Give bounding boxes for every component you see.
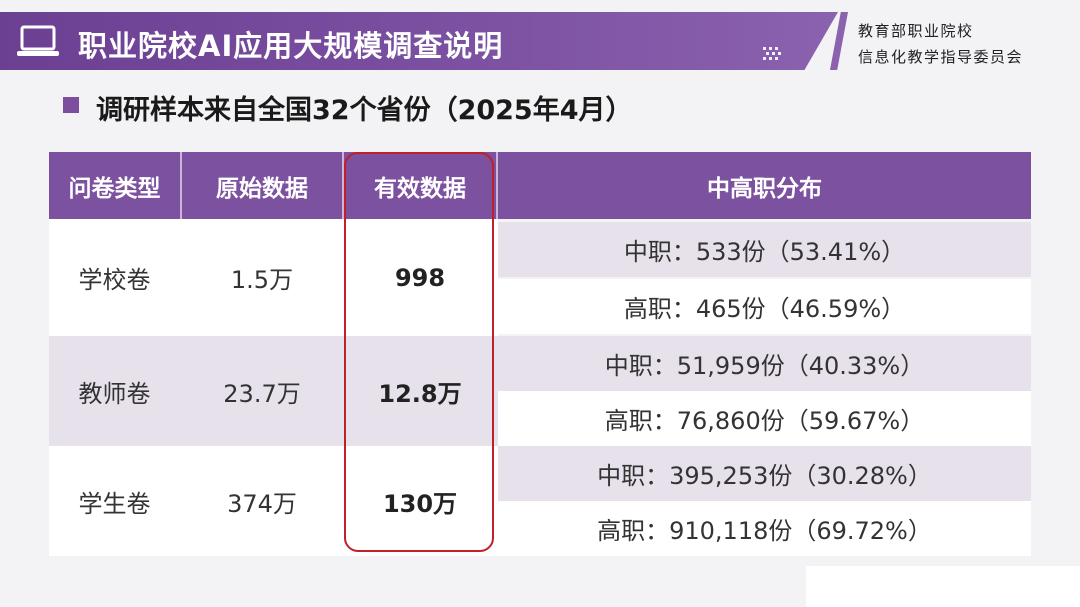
header-valid-data: 有效数据 [344, 152, 496, 219]
corner-blank [806, 566, 1080, 607]
header-raw-data: 原始数据 [182, 152, 342, 219]
table-cell-distribution: 高职：910,118份（69.72%） [498, 501, 1031, 556]
table-cell-raw: 374万 [227, 489, 297, 518]
table-cell-distribution: 高职：76,860份（59.67%） [498, 391, 1031, 446]
bullet-square [63, 97, 79, 113]
row-band-student [49, 446, 498, 556]
dots-icon [763, 47, 781, 60]
table-cell-valid: 998 [394, 263, 446, 292]
row-band-school [49, 219, 498, 336]
header-separator [180, 152, 182, 219]
table-cell-valid: 130万 [382, 489, 458, 518]
section-subtitle: 调研样本来自全国32个省份（2025年4月） [96, 95, 633, 126]
table-cell-distribution: 中职：395,253份（30.28%） [498, 446, 1031, 501]
table-cell-distribution: 中职：533份（53.41%） [498, 222, 1031, 277]
table-cell-valid: 12.8万 [378, 379, 462, 408]
table-cell-distribution: 高职：465份（46.59%） [498, 279, 1031, 334]
table-cell-raw: 23.7万 [223, 379, 301, 408]
header-distribution: 中高职分布 [498, 152, 1031, 219]
table-cell-type: 教师卷 [78, 379, 151, 408]
header-banner [0, 12, 838, 70]
organization-name: 教育部职业院校 信息化教学指导委员会 [858, 18, 1074, 70]
org-line-1: 教育部职业院校 [858, 22, 974, 40]
valid-data-highlight [344, 152, 494, 552]
header-survey-type: 问卷类型 [49, 152, 180, 219]
row-band-teacher [49, 336, 498, 446]
table-cell-type: 学校卷 [78, 266, 151, 294]
header-separator [496, 152, 498, 219]
laptop-icon [17, 25, 59, 56]
table-cell-raw: 1.5万 [230, 266, 294, 294]
header-separator [342, 152, 344, 219]
org-line-2: 信息化教学指导委员会 [858, 48, 1024, 66]
survey-table: 问卷类型 原始数据 有效数据 中高职分布 学校卷 1.5万 998 教师卷 23… [49, 152, 1031, 556]
page-title: 职业院校AI应用大规模调查说明 [78, 29, 504, 63]
table-cell-distribution: 中职：51,959份（40.33%） [498, 336, 1031, 391]
table-cell-type: 学生卷 [78, 489, 151, 518]
